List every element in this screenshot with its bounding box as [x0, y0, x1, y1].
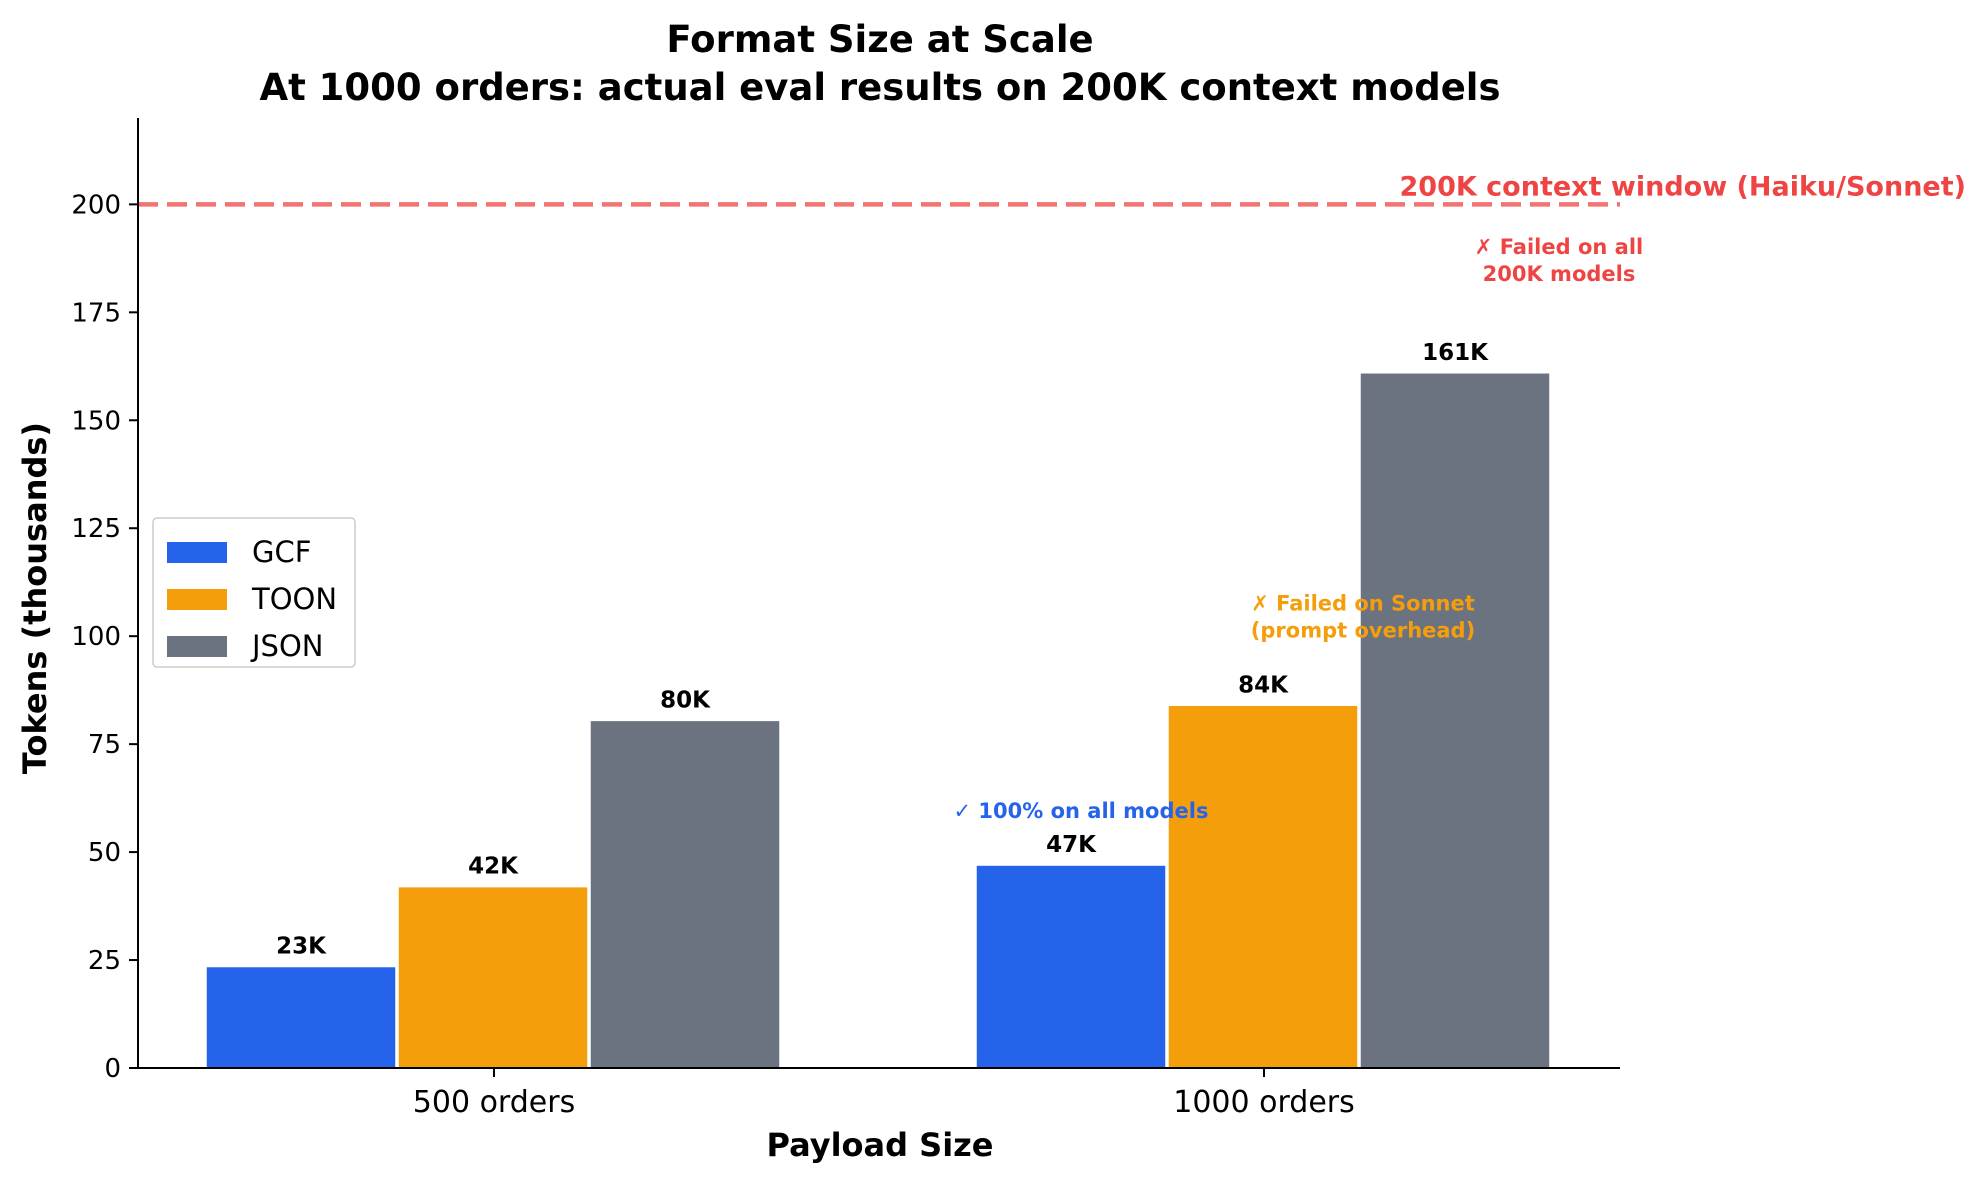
x-tick-label-0: 500 orders	[413, 1085, 575, 1120]
chart-title: Format Size at Scale	[666, 18, 1093, 61]
bar-gcf-0	[205, 965, 397, 1069]
annotation-json-line-1: 200K models	[1483, 262, 1636, 286]
bar-json-0	[589, 719, 781, 1069]
legend-swatch-json	[167, 636, 227, 657]
legend-swatch-toon	[167, 589, 227, 610]
y-axis-label: Tokens (thousands)	[16, 422, 54, 774]
y-tick-label-0: 0	[104, 1054, 121, 1084]
y-tick-label-125: 125	[71, 514, 121, 544]
legend-label-gcf: GCF	[252, 535, 311, 569]
legend-label-toon: TOON	[251, 582, 337, 616]
data-label-toon-1: 84K	[1238, 672, 1289, 698]
bar-toon-0	[397, 885, 589, 1069]
annotation-toon-line-0: ✗ Failed on Sonnet	[1251, 591, 1475, 615]
chart-subtitle: At 1000 orders: actual eval results on 2…	[259, 66, 1500, 109]
bar-json-1	[1359, 372, 1551, 1069]
annotation-toon-line-1: (prompt overhead)	[1251, 618, 1475, 642]
y-tick-label-75: 75	[88, 730, 121, 760]
data-label-json-1: 161K	[1422, 340, 1489, 366]
data-label-toon-0: 42K	[468, 854, 519, 880]
reference-line-label: 200K context window (Haiku/Sonnet)	[1400, 171, 1967, 202]
plot-area: 23K 47K 42K 84K 80K 161K 200K context window (…	[71, 118, 1966, 1120]
annotation-json-line-0: ✗ Failed on all	[1475, 235, 1643, 259]
data-label-gcf-1: 47K	[1046, 832, 1097, 858]
annotation-gcf-line-0: ✓ 100% on all models	[954, 799, 1209, 823]
legend-swatch-gcf	[167, 542, 227, 563]
y-tick-label-200: 200	[71, 190, 121, 220]
bar-gcf-1	[975, 864, 1167, 1069]
x-axis-label: Payload Size	[767, 1126, 994, 1164]
y-tick-label-25: 25	[88, 946, 121, 976]
y-tick-label-150: 150	[71, 406, 121, 436]
legend-label-json: JSON	[250, 629, 323, 663]
y-tick-label-50: 50	[88, 838, 121, 868]
data-label-gcf-0: 23K	[276, 934, 327, 960]
y-tick-label-100: 100	[71, 622, 121, 652]
x-tick-label-1: 1000 orders	[1173, 1085, 1355, 1120]
legend: GCF TOON JSON	[152, 517, 356, 668]
data-label-json-0: 80K	[660, 687, 711, 713]
bar-toon-1	[1167, 704, 1359, 1069]
y-tick-label-175: 175	[71, 298, 121, 328]
